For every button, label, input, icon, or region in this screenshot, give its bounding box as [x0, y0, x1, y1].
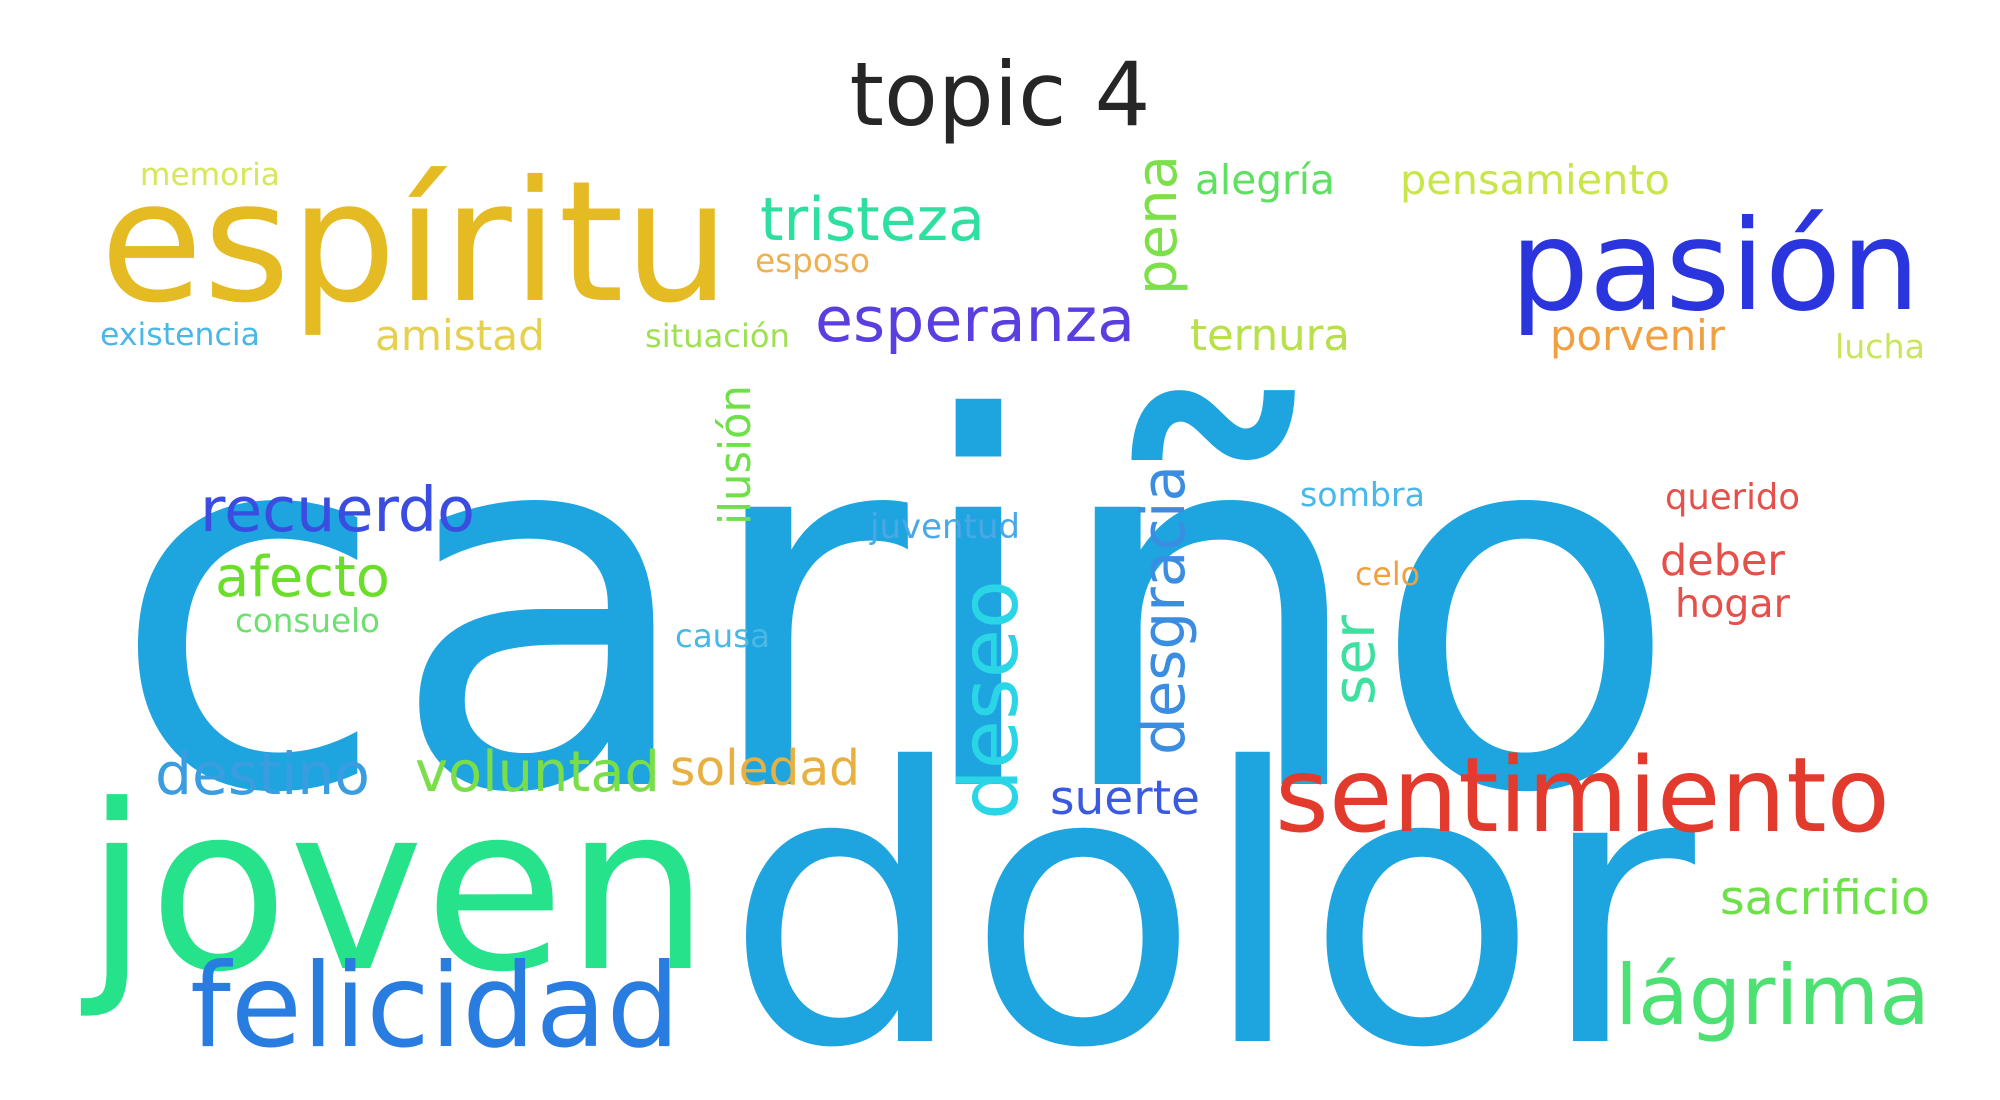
word-querido: querido: [1665, 477, 1800, 518]
word-tristeza: tristeza: [760, 185, 985, 255]
word-destino: destino: [155, 740, 370, 808]
word-celo: celo: [1355, 557, 1420, 593]
word-joven: joven: [85, 756, 710, 1022]
word-ser: ser: [1320, 615, 1388, 705]
word-carino: cariño: [110, 313, 1681, 904]
word-alegria: alegría: [1195, 156, 1335, 204]
word-pasion: pasión: [1510, 194, 1920, 339]
word-existencia: existencia: [100, 317, 260, 353]
word-suerte: suerte: [1050, 771, 1200, 826]
word-causa: causa: [675, 617, 770, 655]
word-esposo: esposo: [755, 242, 870, 280]
word-voluntad: voluntad: [415, 740, 660, 805]
word-hogar: hogar: [1675, 581, 1790, 627]
word-afecto: afecto: [215, 545, 390, 610]
word-deseo: deseo: [943, 580, 1036, 820]
word-pena: pena: [1125, 155, 1190, 295]
word-ilusion: ilusión: [711, 385, 761, 525]
word-sombra: sombra: [1300, 475, 1425, 514]
word-ternura: ternura: [1190, 311, 1350, 361]
word-porvenir: porvenir: [1550, 311, 1725, 360]
figure-title: topic 4: [849, 43, 1151, 146]
word-lucha: lucha: [1835, 327, 1925, 366]
word-felicidad: felicidad: [190, 940, 680, 1074]
word-juventud: juventud: [870, 507, 1020, 547]
word-esperanza: esperanza: [815, 284, 1135, 356]
word-desgracia: desgracia: [1130, 465, 1199, 755]
word-consuelo: consuelo: [235, 602, 380, 640]
word-dolor: dolor: [725, 688, 1695, 1100]
word-sacrificio: sacrificio: [1720, 871, 1930, 926]
word-soledad: soledad: [670, 741, 860, 797]
word-lagrima: lágrima: [1615, 947, 1930, 1044]
word-pensamiento: pensamiento: [1400, 156, 1670, 204]
word-recuerdo: recuerdo: [200, 474, 475, 546]
word-amistad: amistad: [375, 311, 545, 360]
word-situacion: situación: [645, 317, 790, 355]
word-sentimiento: sentimiento: [1275, 736, 1890, 856]
word-deber: deber: [1660, 536, 1785, 586]
word-memoria: memoria: [140, 157, 280, 193]
word-espiritu: espíritu: [100, 146, 730, 340]
